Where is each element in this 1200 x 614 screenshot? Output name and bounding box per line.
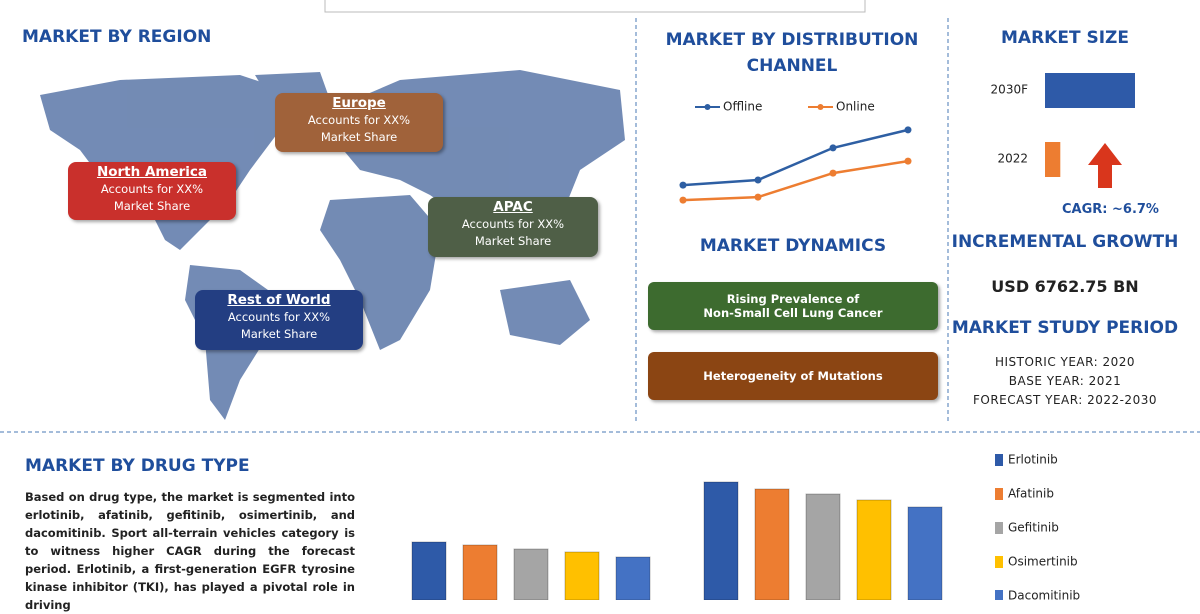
region-name: Europe xyxy=(332,95,386,111)
point xyxy=(829,169,837,177)
point xyxy=(904,157,912,165)
growth-value: USD 6762.75 BN xyxy=(991,277,1139,296)
drug-text: Based on drug type, the market is segmen… xyxy=(25,490,355,612)
region-name: APAC xyxy=(493,199,533,215)
category-label: 2022 xyxy=(997,152,1028,166)
dynamics-item: Rising Prevalence of Non-Small Cell Lung … xyxy=(648,282,938,330)
region-text: Market Share xyxy=(320,130,398,144)
section-title: MARKET SIZE xyxy=(1001,28,1129,48)
section-title: MARKET BY DRUG TYPE xyxy=(25,456,250,476)
legend-swatch xyxy=(995,556,1003,568)
category-label: 2030F xyxy=(991,83,1029,97)
point xyxy=(904,126,912,134)
region-name: Rest of World xyxy=(227,292,331,308)
legend-swatch xyxy=(995,522,1003,534)
bar xyxy=(856,499,892,600)
point xyxy=(829,144,837,152)
region-text: Accounts for XX% xyxy=(307,113,411,127)
bar xyxy=(703,481,739,600)
legend-label: Online xyxy=(836,100,875,114)
dynamics-text: Heterogeneity of Mutations xyxy=(703,369,883,383)
bar xyxy=(754,488,790,600)
bar xyxy=(907,506,943,600)
series-line xyxy=(682,159,909,202)
region-text: Market Share xyxy=(113,199,191,213)
region-text: Accounts for XX% xyxy=(227,310,331,324)
dynamics-item: Heterogeneity of Mutations xyxy=(648,352,938,400)
legend-label: Offline xyxy=(723,100,762,114)
bar xyxy=(805,493,841,600)
legend-label: Osimertinib xyxy=(1008,555,1078,569)
section-title: INCREMENTAL GROWTH xyxy=(951,232,1179,252)
region-text: Market Share xyxy=(240,327,318,341)
bar xyxy=(462,544,498,600)
section-title: MARKET STUDY PERIOD xyxy=(951,318,1179,338)
point xyxy=(754,176,762,184)
top-frame xyxy=(324,0,866,13)
region-text: Market Share xyxy=(474,234,552,248)
section-title: MARKET BY REGION xyxy=(22,27,212,47)
point xyxy=(679,181,687,189)
legend-label: Gefitinib xyxy=(1008,521,1059,535)
legend-label: Afatinib xyxy=(1008,487,1054,501)
region-text: Accounts for XX% xyxy=(100,182,204,196)
cagr: CAGR: ~6.7% xyxy=(1062,202,1159,217)
region-label: Rest of World Accounts for XX% Market Shar… xyxy=(195,290,363,350)
dynamics-text: Rising Prevalence of xyxy=(726,292,860,306)
section-title: MARKET BY DISTRIBUTION CHANNEL xyxy=(665,30,919,76)
point xyxy=(754,193,762,201)
bar xyxy=(1045,73,1135,108)
bar xyxy=(513,548,549,600)
region-label: APAC Accounts for XX% Market Share xyxy=(428,197,598,257)
bar xyxy=(411,541,447,600)
growth-arrow xyxy=(1088,143,1122,188)
point xyxy=(679,196,687,204)
period-line: BASE YEAR: 2021 xyxy=(1008,374,1122,388)
region-label: Europe Accounts for XX% Market Share xyxy=(275,93,443,152)
dividers xyxy=(0,18,1200,433)
dynamics-text: Non-Small Cell Lung Cancer xyxy=(703,306,883,320)
region-label: North America Accounts for XX% Market Shar… xyxy=(68,162,236,220)
period-line: FORECAST YEAR: 2022-2030 xyxy=(973,393,1157,407)
legend-marker xyxy=(704,104,711,110)
legend-marker xyxy=(817,104,824,110)
legend-label: Dacomitinib xyxy=(1008,589,1080,601)
legend-swatch xyxy=(995,590,1003,600)
legend-swatch xyxy=(995,454,1003,466)
legend-label: Erlotinib xyxy=(1008,453,1058,467)
bar xyxy=(615,556,651,600)
bar xyxy=(564,551,600,600)
period-line: HISTORIC YEAR: 2020 xyxy=(994,355,1135,369)
region-text: Accounts for XX% xyxy=(461,217,565,231)
bar xyxy=(1045,142,1061,177)
section-title: MARKET DYNAMICS xyxy=(699,236,887,256)
region-name: North America xyxy=(96,164,208,180)
series-line xyxy=(682,128,909,187)
legend-swatch xyxy=(995,488,1003,500)
